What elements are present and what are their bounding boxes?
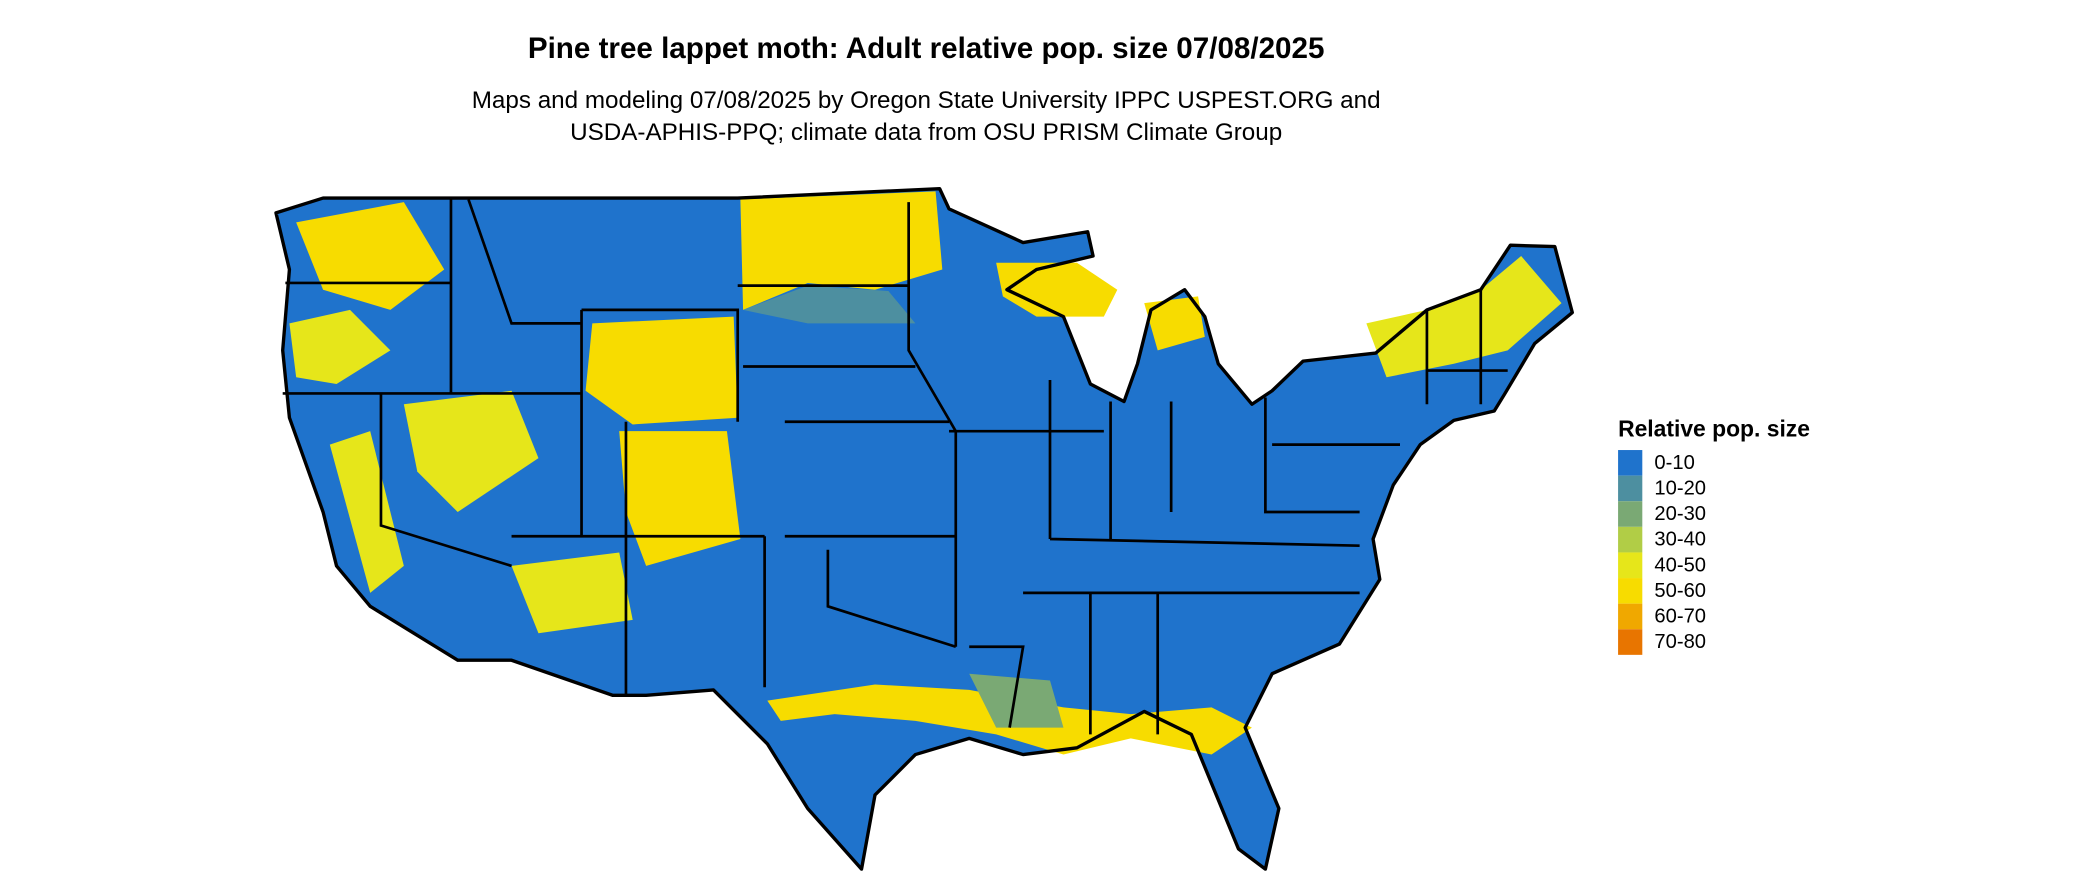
legend-swatch bbox=[1618, 603, 1643, 630]
map-subtitle: Maps and modeling 07/08/2025 by Oregon S… bbox=[472, 87, 1381, 114]
high-zone bbox=[585, 316, 738, 425]
map-subtitle: USDA-APHIS-PPQ; climate data from OSU PR… bbox=[570, 119, 1282, 146]
us-map bbox=[274, 186, 1574, 871]
legend-label: 10-20 bbox=[1654, 477, 1706, 499]
mid-zone bbox=[743, 285, 916, 324]
high-zone bbox=[403, 390, 539, 513]
legend-swatch bbox=[1618, 552, 1643, 579]
high-zone bbox=[1366, 256, 1562, 378]
legend-swatch bbox=[1618, 450, 1643, 476]
high-zone bbox=[740, 191, 943, 310]
high-zone bbox=[1144, 296, 1205, 351]
legend-swatch bbox=[1618, 501, 1643, 527]
legend-title: Relative pop. size bbox=[1618, 416, 1810, 442]
high-zone bbox=[329, 431, 404, 593]
high-zone bbox=[511, 552, 633, 634]
legend-label: 70-80 bbox=[1654, 631, 1706, 653]
state-lines bbox=[282, 198, 1508, 735]
high-zone bbox=[619, 431, 741, 566]
legend-label: 40-50 bbox=[1654, 554, 1706, 576]
legend-label: 60-70 bbox=[1654, 605, 1706, 627]
map-title: Pine tree lappet moth: Adult relative po… bbox=[528, 32, 1325, 65]
legend-label: 30-40 bbox=[1654, 529, 1706, 551]
mid-zone bbox=[969, 673, 1064, 728]
legend-swatch bbox=[1618, 578, 1643, 604]
legend-label: 20-30 bbox=[1654, 503, 1706, 525]
legend: Relative pop. size 0-10 10-20 20-30 30-40 40… bbox=[1618, 416, 1810, 655]
high-zone bbox=[289, 309, 391, 385]
legend-swatch bbox=[1618, 526, 1643, 553]
country-border bbox=[274, 186, 1574, 871]
legend-label: 0-10 bbox=[1654, 452, 1694, 474]
state-line bbox=[282, 198, 1508, 735]
legend-swatch bbox=[1618, 475, 1643, 502]
legend-label: 50-60 bbox=[1654, 580, 1706, 602]
legend-swatch bbox=[1618, 629, 1643, 655]
